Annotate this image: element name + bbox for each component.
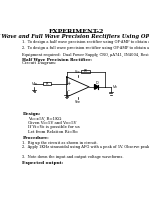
Text: Given Vi=5V and Vo=5V: Given Vi=5V and Vo=5V [28, 121, 76, 125]
Bar [81, 70, 90, 73]
Text: $V_{in}$: $V_{in}$ [31, 80, 38, 88]
Text: Rf: Rf [84, 69, 87, 73]
Text: Design:: Design: [22, 111, 41, 116]
Text: D: D [95, 81, 98, 85]
Text: Vs=±5V, R=1KΩ: Vs=±5V, R=1KΩ [28, 116, 61, 120]
Text: 1.  To design a half wave precision rectifier using OP-AMP to obtain an output o: 1. To design a half wave precision recti… [22, 40, 149, 44]
Text: Equipment required:  Dual Power Supply, CRO, μA741, IN4004, Resistors.: Equipment required: Dual Power Supply, C… [22, 53, 149, 57]
Text: If Vi=Vo is possible for us: If Vi=Vo is possible for us [28, 125, 80, 129]
Text: $V_o$: $V_o$ [112, 83, 118, 91]
Text: 3.  Note down the input and output voltage waveforms.: 3. Note down the input and output voltag… [22, 155, 124, 159]
Polygon shape [95, 85, 98, 89]
Text: R: R [46, 82, 49, 86]
Text: Expected output:: Expected output: [22, 161, 64, 165]
Text: Half Wave and Full Wave Precision Rectifiers Using OP-AMP: Half Wave and Full Wave Precision Rectif… [0, 34, 149, 39]
Text: Circuit Diagram:: Circuit Diagram: [22, 62, 56, 66]
Text: 2.  To design a full wave precision rectifier using OP-AMP to obtain an output o: 2. To design a full wave precision recti… [22, 46, 149, 50]
Bar [43, 82, 51, 85]
Text: Vee: Vee [74, 100, 80, 104]
Text: Vcc: Vcc [75, 70, 80, 74]
Text: +: + [66, 81, 70, 86]
Text: Procedure:: Procedure: [22, 136, 49, 140]
Text: EXPERIMENT-2: EXPERIMENT-2 [49, 29, 104, 34]
Text: -: - [67, 88, 69, 93]
Text: 2.  Apply 1KHz sinusoidal using AFG with a peak of 5V. Observe peak(0.7V) and th: 2. Apply 1KHz sinusoidal using AFG with … [22, 145, 149, 149]
Text: Let from Relation Ri=Ro: Let from Relation Ri=Ro [28, 130, 77, 134]
Text: 1.  Rig up the circuit as shown in circuit.: 1. Rig up the circuit as shown in circui… [22, 141, 98, 145]
Text: Half Wave Precision Rectifier:: Half Wave Precision Rectifier: [22, 58, 92, 62]
